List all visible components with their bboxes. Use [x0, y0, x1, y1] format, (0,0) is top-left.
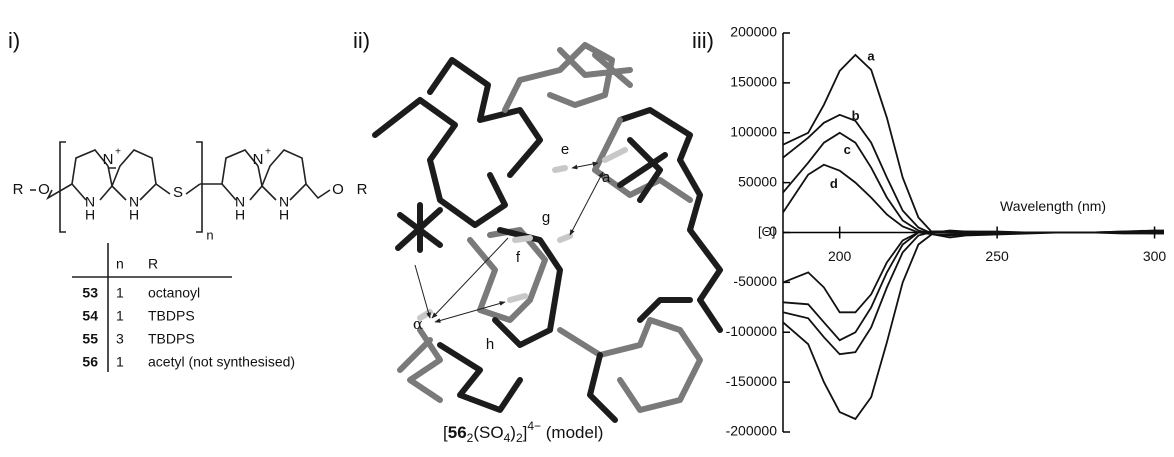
y-tick-label: -50000	[733, 273, 777, 289]
y-tick-label: 100000	[730, 123, 777, 139]
table-cell: 56	[82, 354, 98, 370]
table-cell: 3	[116, 331, 124, 347]
caption-part: (SO	[473, 423, 503, 442]
x-tick-label: 300	[1143, 248, 1167, 264]
curve-label: d	[830, 176, 838, 191]
y-tick-label: 50000	[738, 173, 777, 189]
table-cell: acetyl (not synthesised)	[148, 354, 295, 370]
model-label: g	[542, 209, 550, 226]
model-caption: [562(SO4)2]4− (model)	[443, 419, 603, 445]
cd-curve	[783, 165, 1164, 235]
atom-label: O	[38, 181, 50, 198]
model-label: a	[602, 169, 611, 186]
table-header: n	[116, 256, 124, 272]
table-cell: TBDPS	[148, 308, 195, 324]
curve-label: a	[867, 48, 875, 63]
model-label: f	[516, 249, 521, 266]
page: {"panels": {"labels": ["i)", "ii)", "iii…	[0, 0, 1174, 452]
atom-label: +	[265, 147, 271, 158]
curve-label: c	[844, 142, 851, 157]
model-label: h	[486, 336, 494, 353]
caption-part: 56	[448, 423, 467, 442]
table-header: R	[148, 256, 158, 272]
model-label: α	[413, 315, 423, 333]
caption-part: 4−	[527, 419, 541, 433]
y-tick-label: -200000	[726, 423, 778, 439]
cd-curve	[783, 133, 1164, 235]
y-tick-label: 200000	[730, 24, 777, 40]
y-tick-label: 150000	[730, 74, 777, 90]
panel-label: ii)	[353, 28, 370, 53]
atom-label: +	[115, 147, 121, 158]
table-cell: 1	[116, 354, 124, 370]
molecular-model	[375, 45, 720, 420]
y-tick-label: -150000	[726, 373, 778, 389]
atom-label: N	[103, 151, 114, 168]
table-cell: 53	[82, 285, 98, 301]
atom-label: H	[279, 207, 289, 223]
atom-label: H	[85, 207, 95, 223]
table-cell: TBDPS	[148, 331, 195, 347]
atom-label: N	[253, 151, 264, 168]
panel-label: i)	[8, 28, 20, 53]
y-axis-label: [Θ]	[758, 224, 775, 239]
atom-label: n	[206, 227, 213, 242]
atom-label: R	[357, 181, 368, 198]
caption-part: (model)	[541, 423, 603, 442]
atom-label: H	[129, 207, 139, 223]
atom-label: S	[173, 184, 183, 201]
table-cell: 54	[82, 308, 98, 324]
curve-label: b	[852, 108, 860, 123]
x-axis-label: Wavelength (nm)	[1000, 198, 1106, 214]
table-cell: 1	[116, 308, 124, 324]
table-cell: 1	[116, 285, 124, 301]
figure: i) ii) iii) [562(SO4)2]4− (mo	[0, 0, 1174, 452]
x-tick-label: 200	[828, 248, 852, 264]
y-tick-label: -100000	[726, 323, 778, 339]
atom-label: O	[332, 181, 344, 198]
model-label: e	[561, 141, 569, 158]
atom-label: R	[13, 181, 24, 198]
cd-curve	[783, 55, 1164, 238]
x-tick-label: 250	[985, 248, 1009, 264]
table-cell: octanoyl	[148, 285, 200, 301]
atom-label: H	[235, 207, 245, 223]
cd-curve	[783, 232, 1164, 313]
table-cell: 55	[82, 331, 98, 347]
panel-label: iii)	[692, 28, 714, 53]
